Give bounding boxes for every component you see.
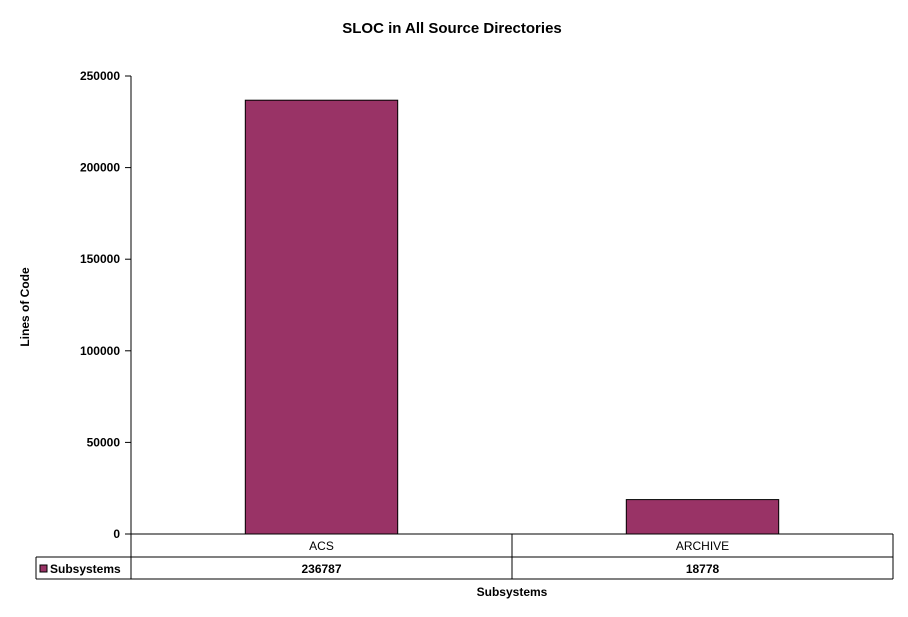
bar-archive bbox=[625, 499, 780, 535]
x-category-label: ARCHIVE bbox=[676, 539, 729, 553]
x-category-label: ACS bbox=[309, 539, 334, 553]
y-tick-label: 50000 bbox=[87, 435, 121, 449]
y-axis-title: Lines of Code bbox=[18, 267, 32, 347]
chart-title: SLOC in All Source Directories bbox=[342, 20, 562, 37]
y-tick-label: 200000 bbox=[80, 161, 120, 175]
x-axis-title: Subsystems bbox=[477, 585, 548, 599]
data-table: ACS 236787 ARCHIVE 18778 Subsystems bbox=[35, 533, 894, 580]
data-table-value: 236787 bbox=[301, 562, 341, 576]
y-tick-label: 150000 bbox=[80, 252, 120, 266]
y-tick-label: 100000 bbox=[80, 344, 120, 358]
data-table-value: 18778 bbox=[686, 562, 720, 576]
bar-acs bbox=[244, 99, 399, 535]
bars bbox=[244, 99, 780, 535]
y-axis: 0 50000 100000 150000 200000 250000 bbox=[80, 69, 132, 541]
legend-series-name: Subsystems bbox=[50, 562, 121, 576]
y-tick-label: 0 bbox=[113, 527, 120, 541]
y-tick-label: 250000 bbox=[80, 69, 120, 83]
legend-swatch bbox=[39, 564, 48, 573]
